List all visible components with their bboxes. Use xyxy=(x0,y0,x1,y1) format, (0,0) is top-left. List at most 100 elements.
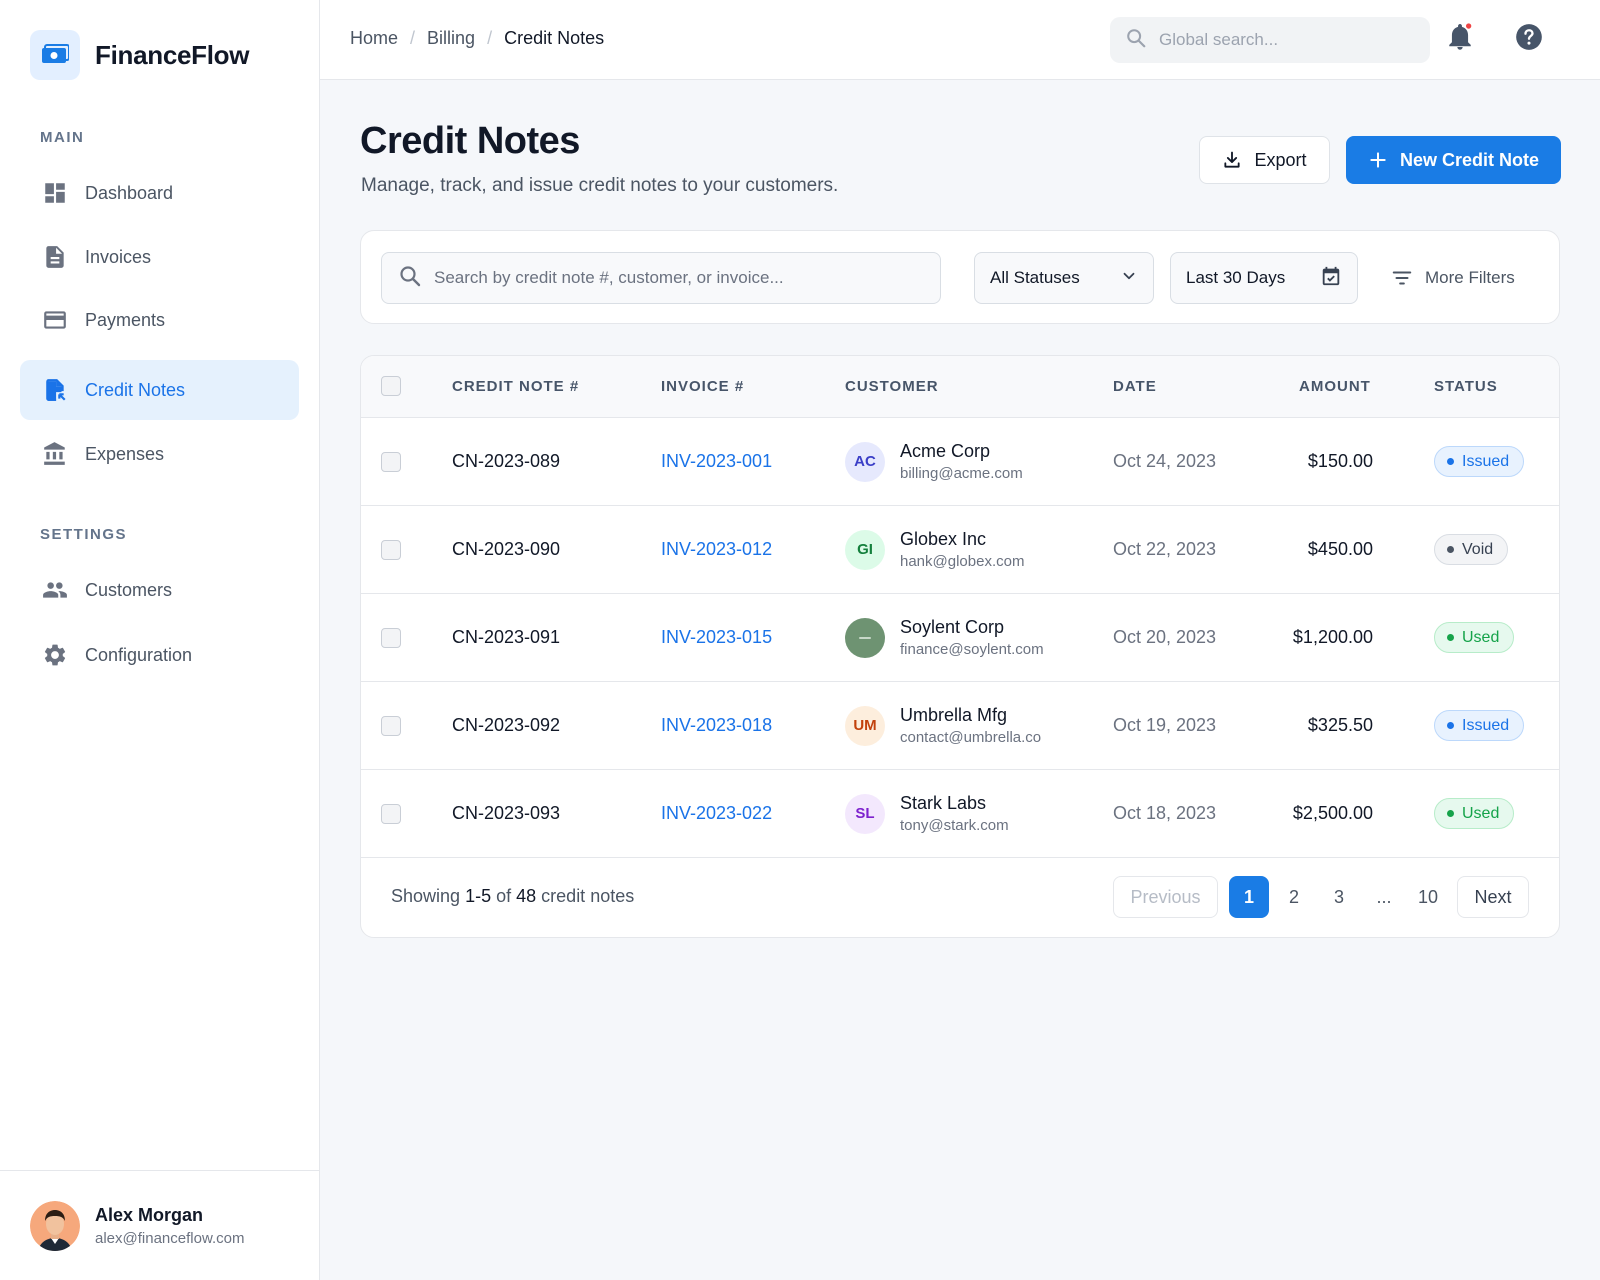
page-button-3[interactable]: 3 xyxy=(1333,886,1344,907)
sidebar-item-label: Expenses xyxy=(85,443,165,464)
credit-note-amount: $450.00 xyxy=(1307,539,1373,559)
new-credit-note-label: New Credit Note xyxy=(1399,149,1540,170)
table-row[interactable]: CN-2023-092 INV-2023-018 UM Umbrella Mfg… xyxy=(361,682,1559,770)
sidebar-item-label: Payments xyxy=(85,309,166,330)
row-checkbox[interactable] xyxy=(381,452,401,472)
row-checkbox[interactable] xyxy=(381,804,401,824)
document-icon xyxy=(40,242,70,272)
customer-email: contact@umbrella.co xyxy=(900,729,1042,746)
results-summary: Showing 1-5 of 48 credit notes xyxy=(391,886,634,907)
column-header-credit-note[interactable]: CREDIT NOTE # xyxy=(452,378,580,395)
sidebar-item-payments[interactable]: Payments xyxy=(20,290,299,350)
gear-icon xyxy=(40,640,70,670)
breadcrumb: Home / Billing / Credit Notes xyxy=(350,28,604,49)
status-badge: Void xyxy=(1434,534,1509,565)
invoice-link[interactable]: INV-2023-022 xyxy=(661,803,773,823)
next-page-button[interactable]: Next xyxy=(1457,876,1529,918)
new-credit-note-button[interactable]: New Credit Note xyxy=(1346,136,1561,184)
global-search[interactable] xyxy=(1110,17,1430,63)
plus-icon xyxy=(1368,150,1388,170)
status-badge: Used xyxy=(1434,798,1515,829)
customer-name: Globex Inc xyxy=(900,529,987,549)
sidebar-item-dashboard[interactable]: Dashboard xyxy=(20,163,299,223)
page-button-2[interactable]: 2 xyxy=(1288,886,1299,907)
status-label: Issued xyxy=(1462,716,1510,734)
page-button-1[interactable]: 1 xyxy=(1229,876,1269,918)
credit-note-number: CN-2023-093 xyxy=(452,803,561,823)
customer-name: Stark Labs xyxy=(900,793,987,813)
calendar-icon xyxy=(1320,265,1342,292)
row-checkbox[interactable] xyxy=(381,716,401,736)
column-header-customer[interactable]: CUSTOMER xyxy=(845,378,939,395)
column-header-status[interactable]: STATUS xyxy=(1434,378,1498,395)
column-header-date[interactable]: DATE xyxy=(1113,378,1157,395)
breadcrumb-home[interactable]: Home xyxy=(350,28,399,48)
invoice-link[interactable]: INV-2023-018 xyxy=(661,715,773,735)
customer-cell: AC Acme Corp billing@acme.com xyxy=(845,418,1023,505)
more-filters-label: More Filters xyxy=(1425,268,1515,287)
date-range-value: Last 30 Days xyxy=(1186,268,1286,287)
select-all-checkbox[interactable] xyxy=(381,376,401,396)
amount-cell: $325.50 xyxy=(1221,682,1559,769)
status-filter-select[interactable]: All Statuses xyxy=(974,252,1154,304)
sidebar-item-customers[interactable]: Customers xyxy=(20,560,299,620)
sidebar-item-label: Configuration xyxy=(85,644,193,665)
bank-icon xyxy=(40,439,70,469)
page-button-10[interactable]: 10 xyxy=(1417,886,1439,907)
column-header-invoice[interactable]: INVOICE # xyxy=(661,378,745,395)
status-cell: Issued xyxy=(1434,682,1525,769)
invoice-link[interactable]: INV-2023-012 xyxy=(661,539,773,559)
table-footer: Showing 1-5 of 48 credit notes Previous … xyxy=(361,856,1559,937)
more-filters-button[interactable]: More Filters xyxy=(1391,252,1515,304)
status-cell: Used xyxy=(1434,770,1515,857)
previous-page-button[interactable]: Previous xyxy=(1113,876,1218,918)
customer-name: Acme Corp xyxy=(900,441,991,461)
amount-cell: $1,200.00 xyxy=(1221,594,1559,681)
credit-notes-table: CREDIT NOTE # INVOICE # CUSTOMER DATE AM… xyxy=(360,355,1560,938)
row-checkbox[interactable] xyxy=(381,628,401,648)
credit-note-amount: $325.50 xyxy=(1307,715,1373,735)
row-checkbox[interactable] xyxy=(381,540,401,560)
chevron-down-icon xyxy=(1120,267,1138,290)
user-name: Alex Morgan xyxy=(95,1204,204,1225)
summary-suffix: credit notes xyxy=(541,886,635,906)
summary-prefix: Showing xyxy=(391,886,461,906)
date-range-select[interactable]: Last 30 Days xyxy=(1170,252,1358,304)
customer-name: Umbrella Mfg xyxy=(900,705,1008,725)
column-header-amount[interactable]: AMOUNT xyxy=(1299,378,1371,395)
customer-cell: GI Globex Inc hank@globex.com xyxy=(845,506,1024,593)
table-row[interactable]: CN-2023-093 INV-2023-022 SL Stark Labs t… xyxy=(361,770,1559,858)
credit-note-date: Oct 19, 2023 xyxy=(1113,715,1217,735)
credit-note-search[interactable] xyxy=(381,252,941,304)
sidebar-item-invoices[interactable]: Invoices xyxy=(20,227,299,287)
amount-cell: $450.00 xyxy=(1221,506,1559,593)
credit-note-number: CN-2023-090 xyxy=(452,539,561,559)
invoice-link[interactable]: INV-2023-001 xyxy=(661,451,773,471)
summary-range: 1-5 xyxy=(465,886,492,906)
sidebar-item-expenses[interactable]: Expenses xyxy=(20,424,299,484)
breadcrumb-billing[interactable]: Billing xyxy=(427,28,476,48)
table-row[interactable]: CN-2023-089 INV-2023-001 AC Acme Corp bi… xyxy=(361,418,1559,506)
customer-cell: Soylent Corp finance@soylent.com xyxy=(845,594,1044,681)
table-row[interactable]: CN-2023-090 INV-2023-012 GI Globex Inc h… xyxy=(361,506,1559,594)
topbar: Home / Billing / Credit Notes xyxy=(320,0,1600,80)
breadcrumb-separator: / xyxy=(487,28,493,48)
status-dot xyxy=(1447,634,1454,641)
brand[interactable]: FinanceFlow xyxy=(30,30,249,80)
credit-card-icon xyxy=(40,305,70,335)
credit-note-search-input[interactable] xyxy=(434,268,934,288)
customer-email: hank@globex.com xyxy=(900,553,1025,570)
table-row[interactable]: CN-2023-091 INV-2023-015 Soylent Corp fi… xyxy=(361,594,1559,682)
user-profile[interactable]: Alex Morgan alex@financeflow.com xyxy=(0,1170,319,1280)
notifications-button[interactable] xyxy=(1443,21,1477,56)
invoice-link[interactable]: INV-2023-015 xyxy=(661,627,773,647)
customer-avatar-logo xyxy=(845,617,885,658)
sidebar-item-configuration[interactable]: Configuration xyxy=(20,625,299,685)
global-search-input[interactable] xyxy=(1159,30,1409,50)
help-button[interactable] xyxy=(1512,22,1546,56)
status-cell: Void xyxy=(1434,506,1509,593)
sidebar-item-credit-notes[interactable]: Credit Notes xyxy=(20,360,299,420)
customer-avatar: UM xyxy=(845,705,885,746)
export-button[interactable]: Export xyxy=(1199,136,1330,184)
sidebar-item-label: Customers xyxy=(85,579,173,600)
